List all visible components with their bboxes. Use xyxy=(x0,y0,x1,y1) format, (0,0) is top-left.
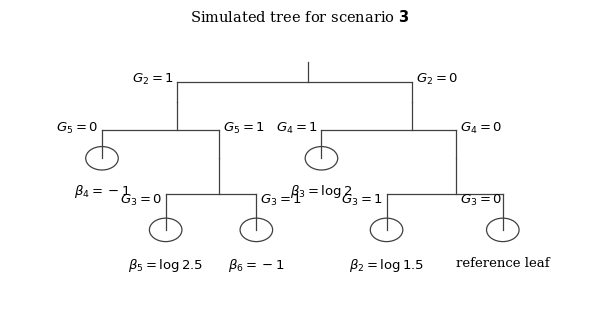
Text: $G_5 = 0$: $G_5 = 0$ xyxy=(56,121,98,136)
Text: $G_3 = 0$: $G_3 = 0$ xyxy=(119,193,162,208)
Text: reference leaf: reference leaf xyxy=(456,257,550,270)
Text: $\beta_5 = \log 2.5$: $\beta_5 = \log 2.5$ xyxy=(128,257,203,274)
Text: $G_2 = 0$: $G_2 = 0$ xyxy=(416,72,458,87)
Text: $G_3 = 1$: $G_3 = 1$ xyxy=(260,193,302,208)
Text: $G_3 = 0$: $G_3 = 0$ xyxy=(460,193,502,208)
Text: $G_4 = 1$: $G_4 = 1$ xyxy=(275,121,318,136)
Text: $\beta_6 = -1$: $\beta_6 = -1$ xyxy=(228,257,284,274)
Text: $G_4 = 0$: $G_4 = 0$ xyxy=(460,121,502,136)
Text: $G_3 = 1$: $G_3 = 1$ xyxy=(341,193,383,208)
Text: $G_2 = 1$: $G_2 = 1$ xyxy=(131,72,173,87)
Text: $\beta_2 = \log 1.5$: $\beta_2 = \log 1.5$ xyxy=(349,257,424,274)
Text: $\beta_4 = -1$: $\beta_4 = -1$ xyxy=(74,183,130,200)
Text: $\beta_3 = \log 2$: $\beta_3 = \log 2$ xyxy=(290,183,353,200)
Text: $G_5 = 1$: $G_5 = 1$ xyxy=(223,121,265,136)
Text: Simulated tree for scenario $\mathbf{3}$: Simulated tree for scenario $\mathbf{3}$ xyxy=(190,9,410,25)
